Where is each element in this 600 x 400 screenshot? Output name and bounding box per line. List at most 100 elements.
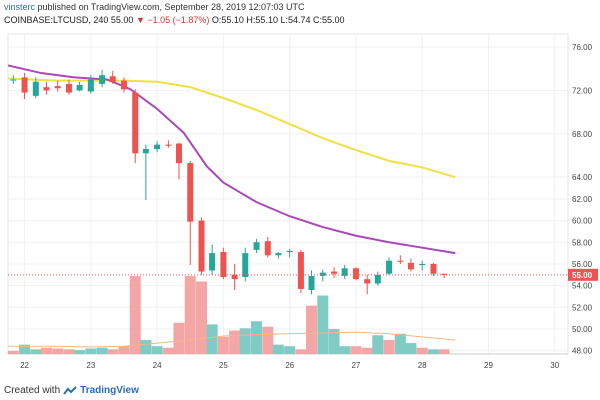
y-tick-label: 52.00 (572, 303, 593, 312)
volume-bar (129, 276, 141, 354)
volume-bar (140, 339, 152, 354)
volume-bar (394, 333, 406, 354)
candle-body (154, 144, 161, 149)
volume-bar (96, 347, 108, 354)
candle-body (352, 268, 359, 280)
volume-bar (40, 347, 52, 354)
volume-bar (295, 349, 307, 354)
volume-bar (74, 350, 86, 354)
candle-body (109, 76, 116, 82)
x-tick-label: 28 (418, 361, 427, 370)
candle-body (65, 83, 72, 93)
volume-bar (19, 344, 31, 354)
volume-bar (30, 349, 42, 354)
ticker-symbol: COINBASE:LTCUSD, 240 (4, 15, 109, 25)
y-tick-label: 60.00 (572, 217, 593, 226)
tradingview-logo-icon (63, 385, 77, 395)
y-tick-label: 68.00 (572, 130, 593, 139)
x-tick-label: 22 (20, 361, 29, 370)
volume-bar (416, 347, 428, 354)
price-chart[interactable]: 48.00 50.00 52.00 54.00 56.00 58.00 60.00 62.00… (0, 28, 600, 380)
y-tick-label: 64.00 (572, 173, 593, 182)
volume-bar (118, 346, 130, 354)
x-tick-label: 29 (484, 361, 493, 370)
volume-bar (229, 330, 241, 354)
x-tick-label: 23 (86, 361, 95, 370)
candle-body (386, 260, 393, 274)
author-name[interactable]: vinsterc (4, 2, 36, 12)
candle-body (76, 84, 83, 91)
candle-body (120, 80, 127, 90)
volume-bar (272, 344, 284, 354)
x-tick-label: 27 (351, 361, 360, 370)
y-tick-label: 48.00 (572, 347, 593, 356)
volume-bar (206, 324, 218, 354)
volume-bar (251, 321, 263, 354)
volume-bar (162, 347, 174, 354)
volume-bar (328, 329, 340, 354)
created-with-text: Created with (4, 385, 61, 396)
last-price-tag (568, 268, 598, 281)
y-tick-label: 62.00 (572, 195, 593, 204)
x-tick-label: 30 (550, 361, 559, 370)
ticker-ohlc: O:55.10 H:55.10 L:54.74 C:55.00 (211, 15, 345, 25)
ticker-info: COINBASE:LTCUSD, 240 55.00 ▼ −1.05 (−1.8… (4, 15, 345, 25)
footer: Created with TradingView (4, 385, 139, 396)
candle-body (253, 242, 260, 250)
y-tick-label: 76.00 (572, 43, 593, 52)
candle-body (175, 143, 182, 164)
candle-body (242, 253, 249, 277)
candle-body (341, 268, 348, 276)
volume-ma-line (8, 331, 456, 348)
candle-body (142, 148, 149, 154)
volume-bar (63, 349, 75, 354)
candle-body (419, 263, 426, 266)
volume-bar (7, 350, 19, 354)
candle-body (99, 75, 106, 84)
plot-area (7, 33, 569, 355)
volume-bar (427, 349, 439, 354)
y-tick-label: 58.00 (572, 238, 593, 247)
candle-body (132, 92, 139, 154)
candle-body (286, 250, 293, 253)
volume-bar (317, 295, 329, 354)
candle-body (430, 263, 437, 274)
candle-body (10, 79, 17, 81)
candle-body (364, 279, 371, 284)
candle-body (43, 87, 50, 91)
candle-body (32, 81, 39, 96)
candle-body (397, 260, 404, 262)
candle-body (264, 241, 271, 256)
volume-bar (173, 322, 185, 354)
volume-bar (107, 349, 119, 354)
volume-bar (284, 346, 296, 354)
publish-text: published on TradingView.com, September … (37, 2, 305, 12)
volume-bar (372, 335, 384, 354)
candle-body (319, 272, 326, 276)
chart-svg: 48.00 50.00 52.00 54.00 56.00 58.00 60.00 62.00… (7, 33, 598, 370)
y-tick-label: 54.00 (572, 282, 593, 291)
volume-bar (217, 336, 229, 354)
volume-bar (184, 276, 196, 354)
candle-body (187, 163, 194, 222)
candle-body (297, 252, 304, 289)
volume-bar (405, 343, 417, 354)
volume-bar (350, 346, 362, 354)
y-tick-label: 56.00 (572, 260, 593, 269)
x-tick-label: 26 (285, 361, 294, 370)
volume-bar (339, 346, 351, 354)
candle-body (331, 271, 338, 274)
volume-bar (196, 281, 208, 354)
candle-body (87, 79, 94, 92)
candle-body (198, 220, 205, 272)
volume-bar (306, 305, 318, 354)
y-tick-label: 50.00 (572, 325, 593, 334)
ma-slow-line (7, 77, 456, 179)
candle-body (21, 77, 28, 93)
x-tick-label: 24 (153, 361, 162, 370)
y-tick-label: 72.00 (572, 86, 593, 95)
ticker-change: ▼ −1.05 (−1.87%) (135, 15, 210, 25)
candle-body (54, 86, 61, 89)
publish-info: vinsterc published on TradingView.com, S… (4, 2, 305, 12)
brand-name[interactable]: TradingView (80, 385, 139, 396)
